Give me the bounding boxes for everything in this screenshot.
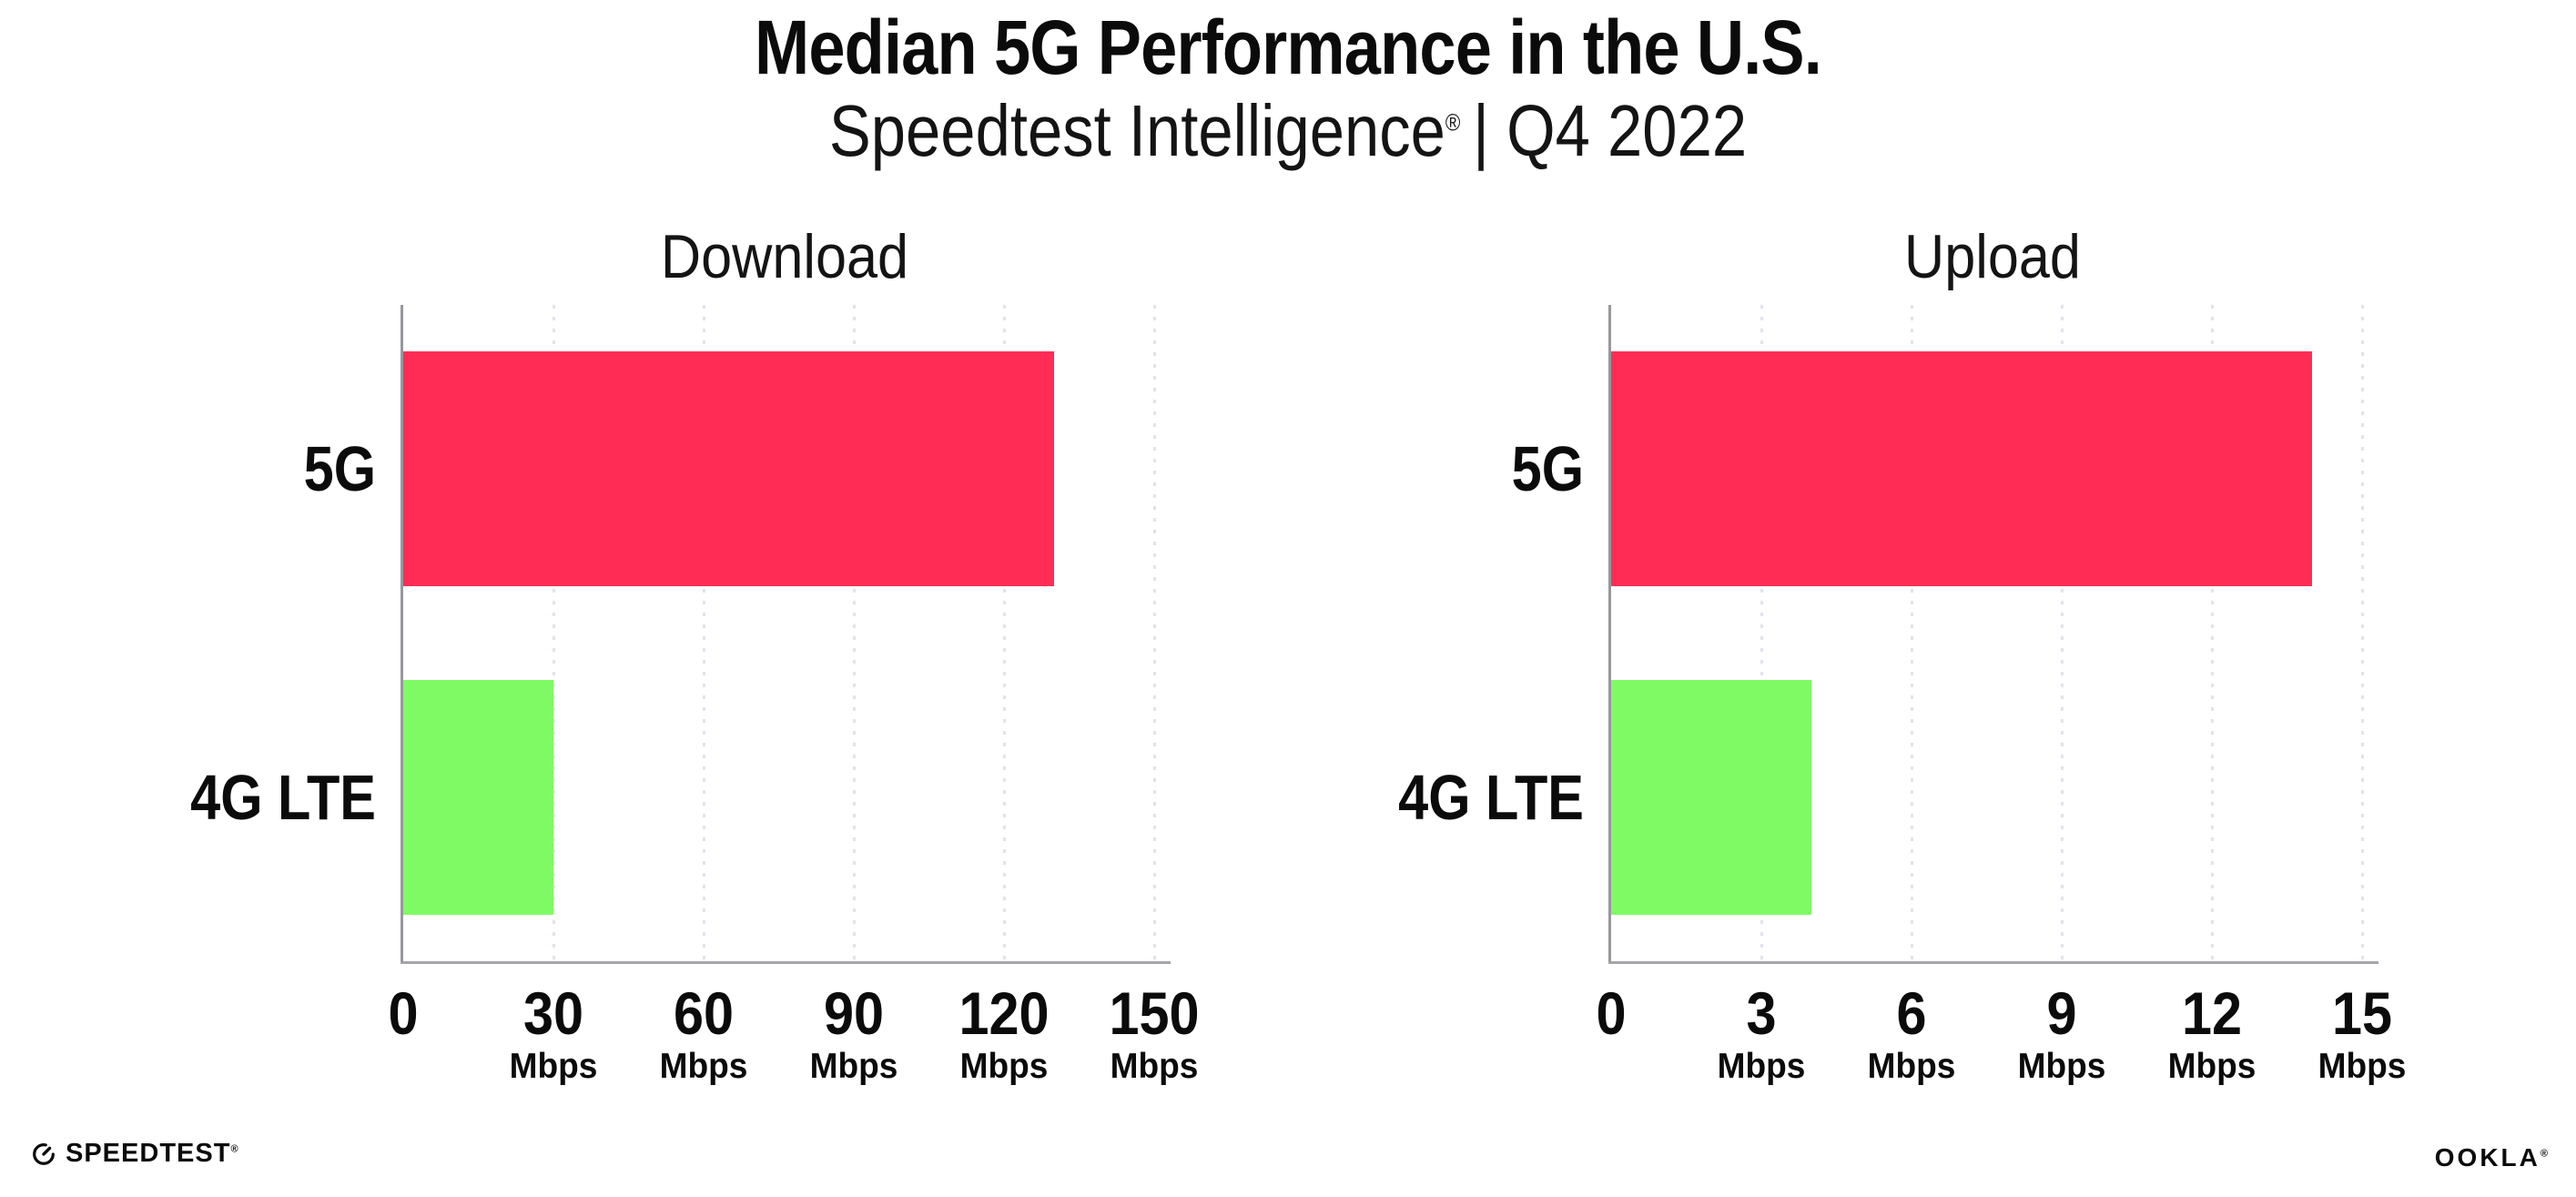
tick-label: 90 [823,979,885,1047]
gridline [2361,305,2364,961]
tick-unit: Mbps [1110,1047,1199,1086]
y-axis [1608,305,1611,964]
bar-5g [403,351,1054,587]
speedtest-label: SPEEDTEST [66,1138,231,1168]
tick-unit: Mbps [1717,1047,1806,1086]
gridline [1760,305,1763,961]
category-label: 5G [1511,433,1584,505]
speedtest-registered-mark: ® [230,1142,239,1154]
gridline [1153,305,1156,961]
gridline [1003,305,1006,961]
tick-unit: Mbps [959,1047,1049,1086]
category-label: 4G LTE [190,761,376,833]
tick-label: 6 [1896,979,1927,1047]
tick-label: 0 [1596,979,1627,1047]
tick-label: 120 [958,979,1050,1047]
page-subtitle: Speedtest Intelligence® | Q4 2022 [180,95,2396,167]
tick-unit: Mbps [2017,1047,2106,1086]
tick-label: 60 [673,979,735,1047]
plot-area [1608,305,2378,964]
page-title: Median 5G Performance in the U.S. [755,5,1822,90]
gridline [853,305,856,961]
chart-title: Upload [1904,222,2081,291]
speedtest-logo: SPEEDTEST® [30,1140,239,1167]
tick-unit: Mbps [2167,1047,2257,1086]
subtitle-period: | Q4 2022 [1473,90,1748,171]
category-label: 4G LTE [1398,761,1584,833]
gridline [1911,305,1913,961]
x-axis [1608,961,2378,964]
tick-unit: Mbps [2317,1047,2407,1086]
tick-unit: Mbps [1867,1047,1956,1086]
tick-label: 30 [522,979,584,1047]
tick-label: 0 [388,979,419,1047]
y-axis [401,305,403,964]
ookla-registered-mark: ® [2540,1148,2551,1160]
tick-unit: Mbps [809,1047,898,1086]
tick-unit: Mbps [509,1047,598,1086]
chart-title: Download [660,222,909,291]
registered-trademark-symbol: ® [1445,108,1461,137]
gridline [2061,305,2064,961]
tick-label: 15 [2331,979,2393,1047]
bar-4g-lte [1611,679,1811,915]
ookla-logo: OOKLA® [2435,1145,2551,1171]
ookla-label: OOKLA [2434,1143,2541,1172]
tick-unit: Mbps [659,1047,748,1086]
speedtest-gauge-icon [33,1143,55,1165]
plot-area [401,305,1171,964]
gridline [2211,305,2214,961]
bar-5g [1611,351,2312,587]
bar-4g-lte [403,679,553,915]
tick-label: 3 [1746,979,1777,1047]
tick-label: 9 [2046,979,2077,1047]
tick-label: 150 [1109,979,1200,1047]
speedtest-wordmark: SPEEDTEST® [66,1138,239,1168]
subtitle-brand: Speedtest Intelligence [828,90,1445,171]
gridline [703,305,705,961]
tick-label: 12 [2181,979,2243,1047]
category-label: 5G [303,433,376,505]
x-axis [401,961,1171,964]
gridline [553,305,555,961]
